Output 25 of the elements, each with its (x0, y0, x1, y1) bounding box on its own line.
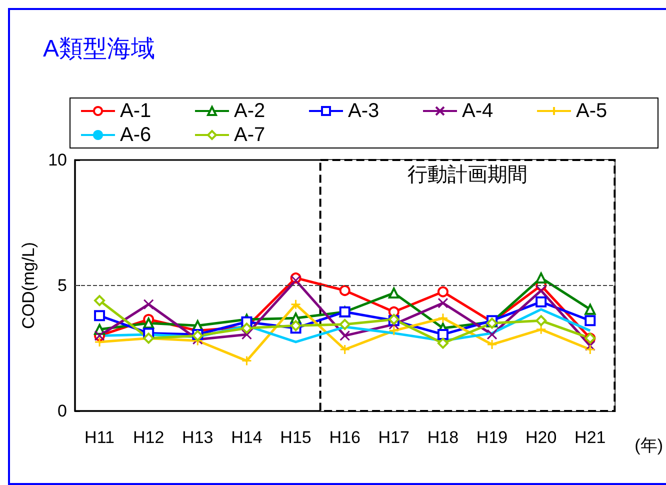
x-tick-label: H16 (329, 428, 360, 447)
x-tick-label: H20 (525, 428, 557, 447)
y-tick-label: 5 (58, 276, 67, 295)
x-tick-label: H11 (84, 428, 114, 447)
x-tick-label: H15 (280, 428, 312, 447)
legend-label: A-4 (462, 100, 494, 122)
chart-title: A類型海域 (43, 36, 156, 62)
legend-label: A-5 (576, 100, 608, 122)
x-axis-title: (年) (634, 436, 664, 455)
y-tick-label: 10 (48, 150, 67, 170)
x-tick-label: H14 (231, 428, 262, 447)
x-tick-label: H13 (182, 428, 214, 447)
y-tick-label: 0 (58, 402, 67, 420)
legend-label: A-2 (234, 100, 266, 122)
x-tick-label: H17 (378, 428, 410, 447)
x-tick-label: H21 (574, 428, 606, 447)
x-tick-label: H19 (476, 428, 508, 447)
band-label: 行動計画期間 (407, 164, 528, 186)
legend-label: A-7 (234, 124, 266, 146)
x-tick-label: H18 (427, 428, 459, 447)
legend-label: A-1 (120, 100, 152, 122)
y-axis-title: COD(mg/L) (19, 242, 38, 329)
legend-label: A-3 (348, 100, 380, 122)
x-tick-label: H12 (133, 428, 164, 447)
legend-label: A-6 (120, 124, 152, 146)
